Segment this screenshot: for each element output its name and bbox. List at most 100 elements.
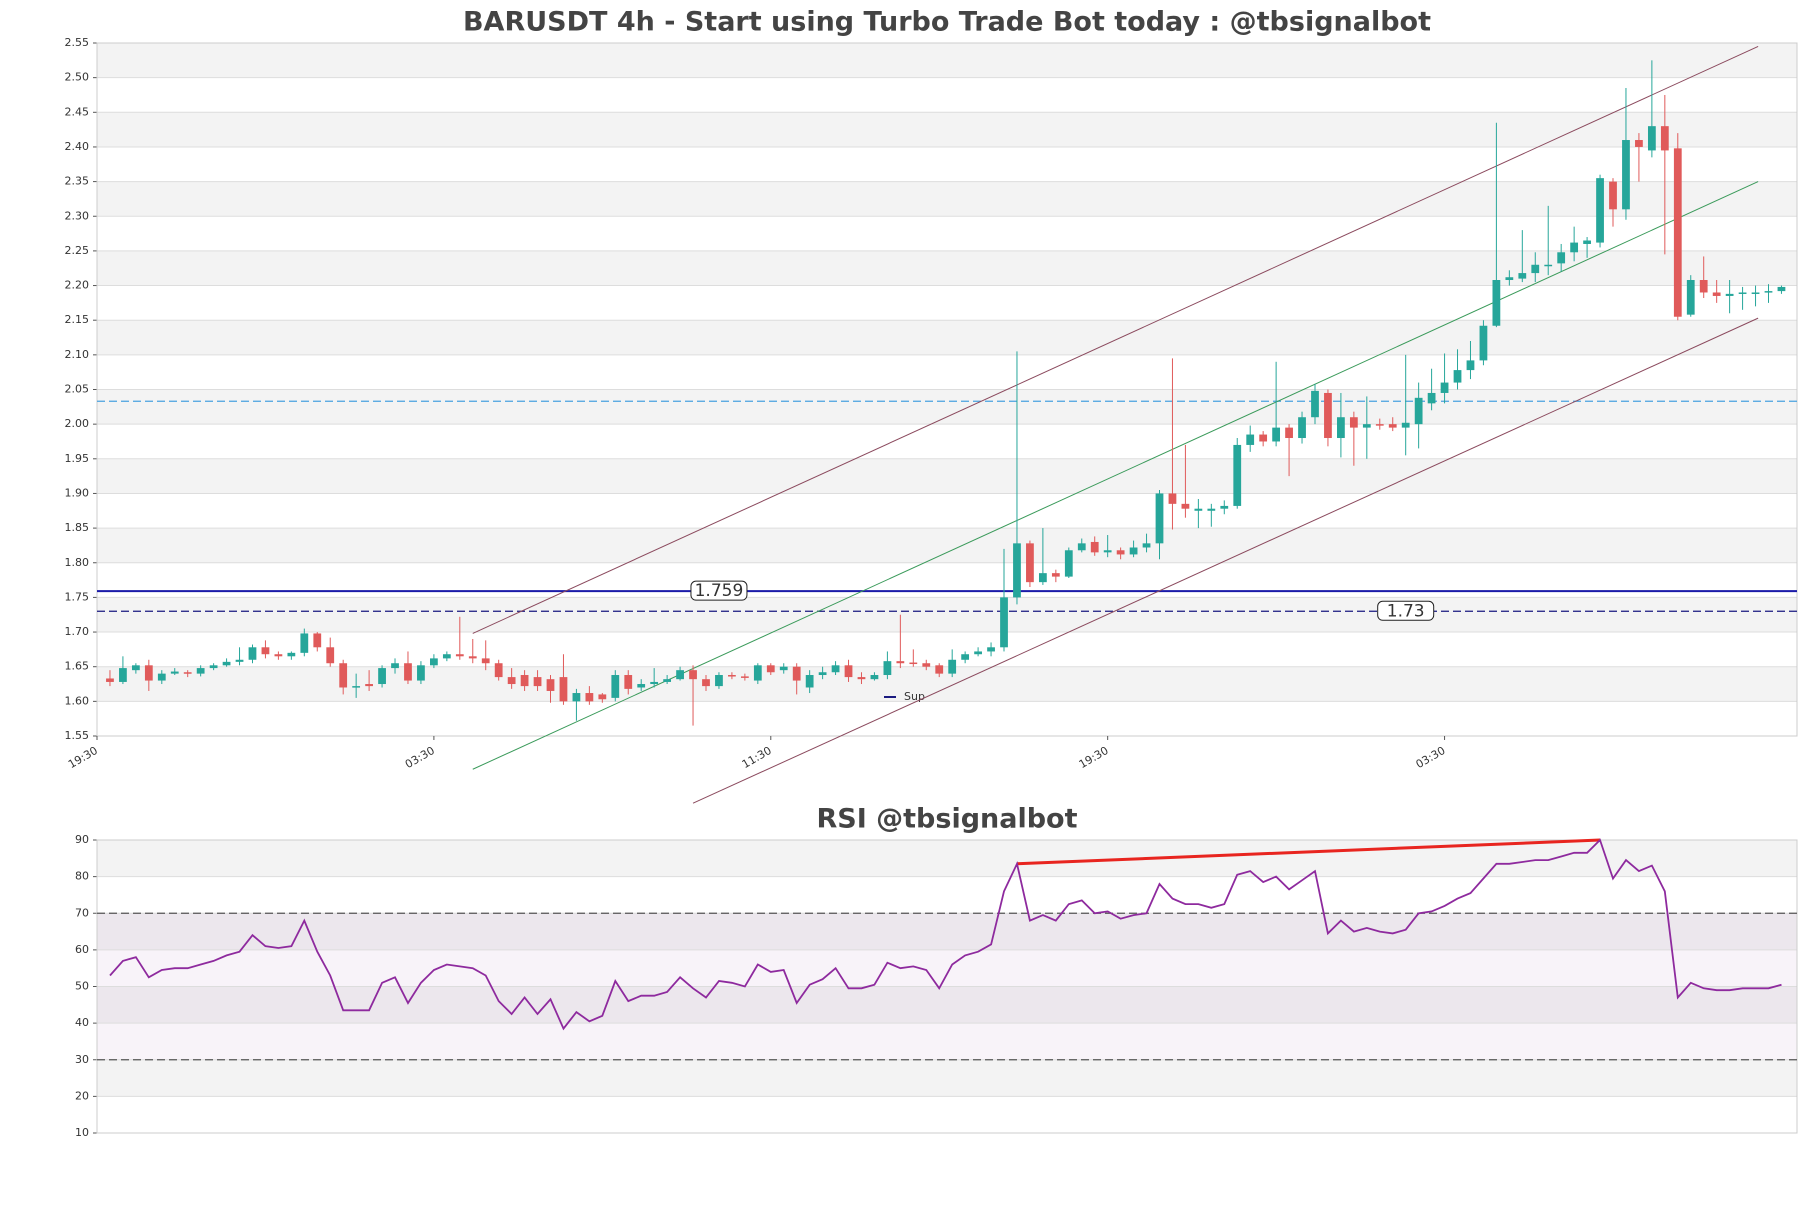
candle-body — [1026, 543, 1034, 583]
candle-body — [715, 675, 723, 687]
candle-body — [119, 668, 127, 682]
candle-body — [339, 663, 348, 688]
candle-body — [1246, 434, 1255, 445]
candle-body — [300, 633, 309, 653]
y-tick-label: 1.70 — [65, 625, 90, 638]
chart-title: RSI @tbsignalbot — [816, 804, 1077, 835]
trendline — [692, 317, 1759, 804]
trendline — [1016, 838, 1601, 866]
candle-body — [572, 693, 581, 702]
candle-body — [1142, 543, 1151, 548]
candle-body — [1531, 264, 1540, 274]
y-tick-label: 2.15 — [65, 313, 90, 326]
candle-body — [1427, 392, 1436, 404]
candle-body — [1505, 277, 1514, 281]
candle-body — [1337, 417, 1345, 439]
candle-body — [1609, 181, 1617, 210]
candle-body — [157, 673, 166, 681]
candle-body — [1596, 178, 1604, 243]
candle-body — [209, 665, 218, 669]
candle-body — [1544, 264, 1553, 267]
candle-body — [1013, 543, 1021, 598]
level-label-text: 1.759 — [695, 581, 744, 601]
y-tick-label: 70 — [75, 906, 89, 919]
candle-body — [326, 647, 335, 664]
candle-body — [740, 676, 749, 678]
candle-body — [1673, 148, 1682, 317]
y-tick-label: 1.85 — [65, 521, 90, 534]
candle-body — [533, 677, 542, 687]
y-tick-label: 2.50 — [65, 71, 90, 84]
candle-body — [1324, 392, 1332, 439]
candle-body — [1622, 140, 1630, 210]
candle-body — [442, 654, 451, 659]
candle-body — [417, 665, 425, 681]
candle-body — [1311, 390, 1319, 418]
candle-body — [624, 675, 633, 689]
plot-frame — [96, 839, 1798, 1134]
y-tick-label: 1.95 — [65, 452, 90, 465]
candle-body — [1000, 597, 1008, 648]
candle-body — [935, 665, 944, 674]
band — [97, 320, 1797, 355]
candle-body — [702, 679, 710, 687]
candle-body — [948, 659, 957, 674]
candle-body — [974, 651, 982, 655]
candle-body — [909, 662, 918, 665]
y-tick-label: 2.30 — [65, 209, 90, 222]
candle-body — [831, 665, 840, 673]
y-tick-label: 2.45 — [65, 105, 90, 118]
candle-body — [313, 633, 322, 648]
candle-body — [1570, 242, 1579, 253]
candle-body — [144, 665, 153, 681]
candle-body — [1207, 508, 1216, 511]
candle-body — [352, 686, 361, 688]
band — [97, 458, 1797, 494]
y-tick-label: 80 — [75, 870, 89, 883]
candle-body — [183, 672, 192, 674]
candle-body — [779, 666, 788, 671]
candle-body — [1686, 280, 1695, 315]
candle-body — [1051, 573, 1060, 577]
band — [97, 112, 1797, 147]
candle-body — [896, 661, 905, 664]
candle-body — [1090, 541, 1099, 553]
candle-body — [1712, 292, 1721, 296]
band — [97, 250, 1797, 286]
candle-body — [106, 678, 114, 682]
y-tick-label: 2.20 — [65, 279, 90, 292]
y-tick-label: 40 — [75, 1016, 89, 1029]
legend-label: Sup — [904, 690, 925, 703]
candle-body — [1103, 550, 1112, 553]
level-label: 1.73 — [1377, 600, 1435, 621]
candle-body — [170, 671, 179, 674]
candle-body — [961, 654, 970, 660]
candle-body — [805, 675, 814, 688]
candle-body — [1440, 382, 1449, 393]
candle-body — [1181, 503, 1190, 509]
y-tick-label: 1.90 — [65, 486, 90, 499]
candle-body — [1557, 252, 1566, 264]
candle-body — [1220, 505, 1229, 509]
band — [97, 1059, 1797, 1097]
candle-body — [676, 670, 684, 680]
candle-body — [1272, 427, 1281, 442]
candle-body — [1453, 370, 1462, 383]
candle-body — [1129, 547, 1138, 555]
candle-body — [481, 658, 490, 664]
candle-body — [987, 647, 995, 652]
candle-body — [1777, 286, 1786, 292]
y-tick-label: 1.55 — [65, 729, 90, 742]
candle-body — [1725, 293, 1734, 296]
y-tick-label: 1.65 — [65, 660, 90, 673]
candle-body — [883, 661, 892, 676]
candle-body — [468, 656, 477, 659]
candle-body — [404, 663, 412, 681]
y-tick-label: 2.00 — [65, 417, 90, 430]
band — [97, 181, 1797, 217]
level-label: 1.759 — [690, 580, 748, 601]
candle-body — [598, 694, 607, 700]
candle-body — [1401, 422, 1410, 428]
y-tick-label: 60 — [75, 943, 89, 956]
